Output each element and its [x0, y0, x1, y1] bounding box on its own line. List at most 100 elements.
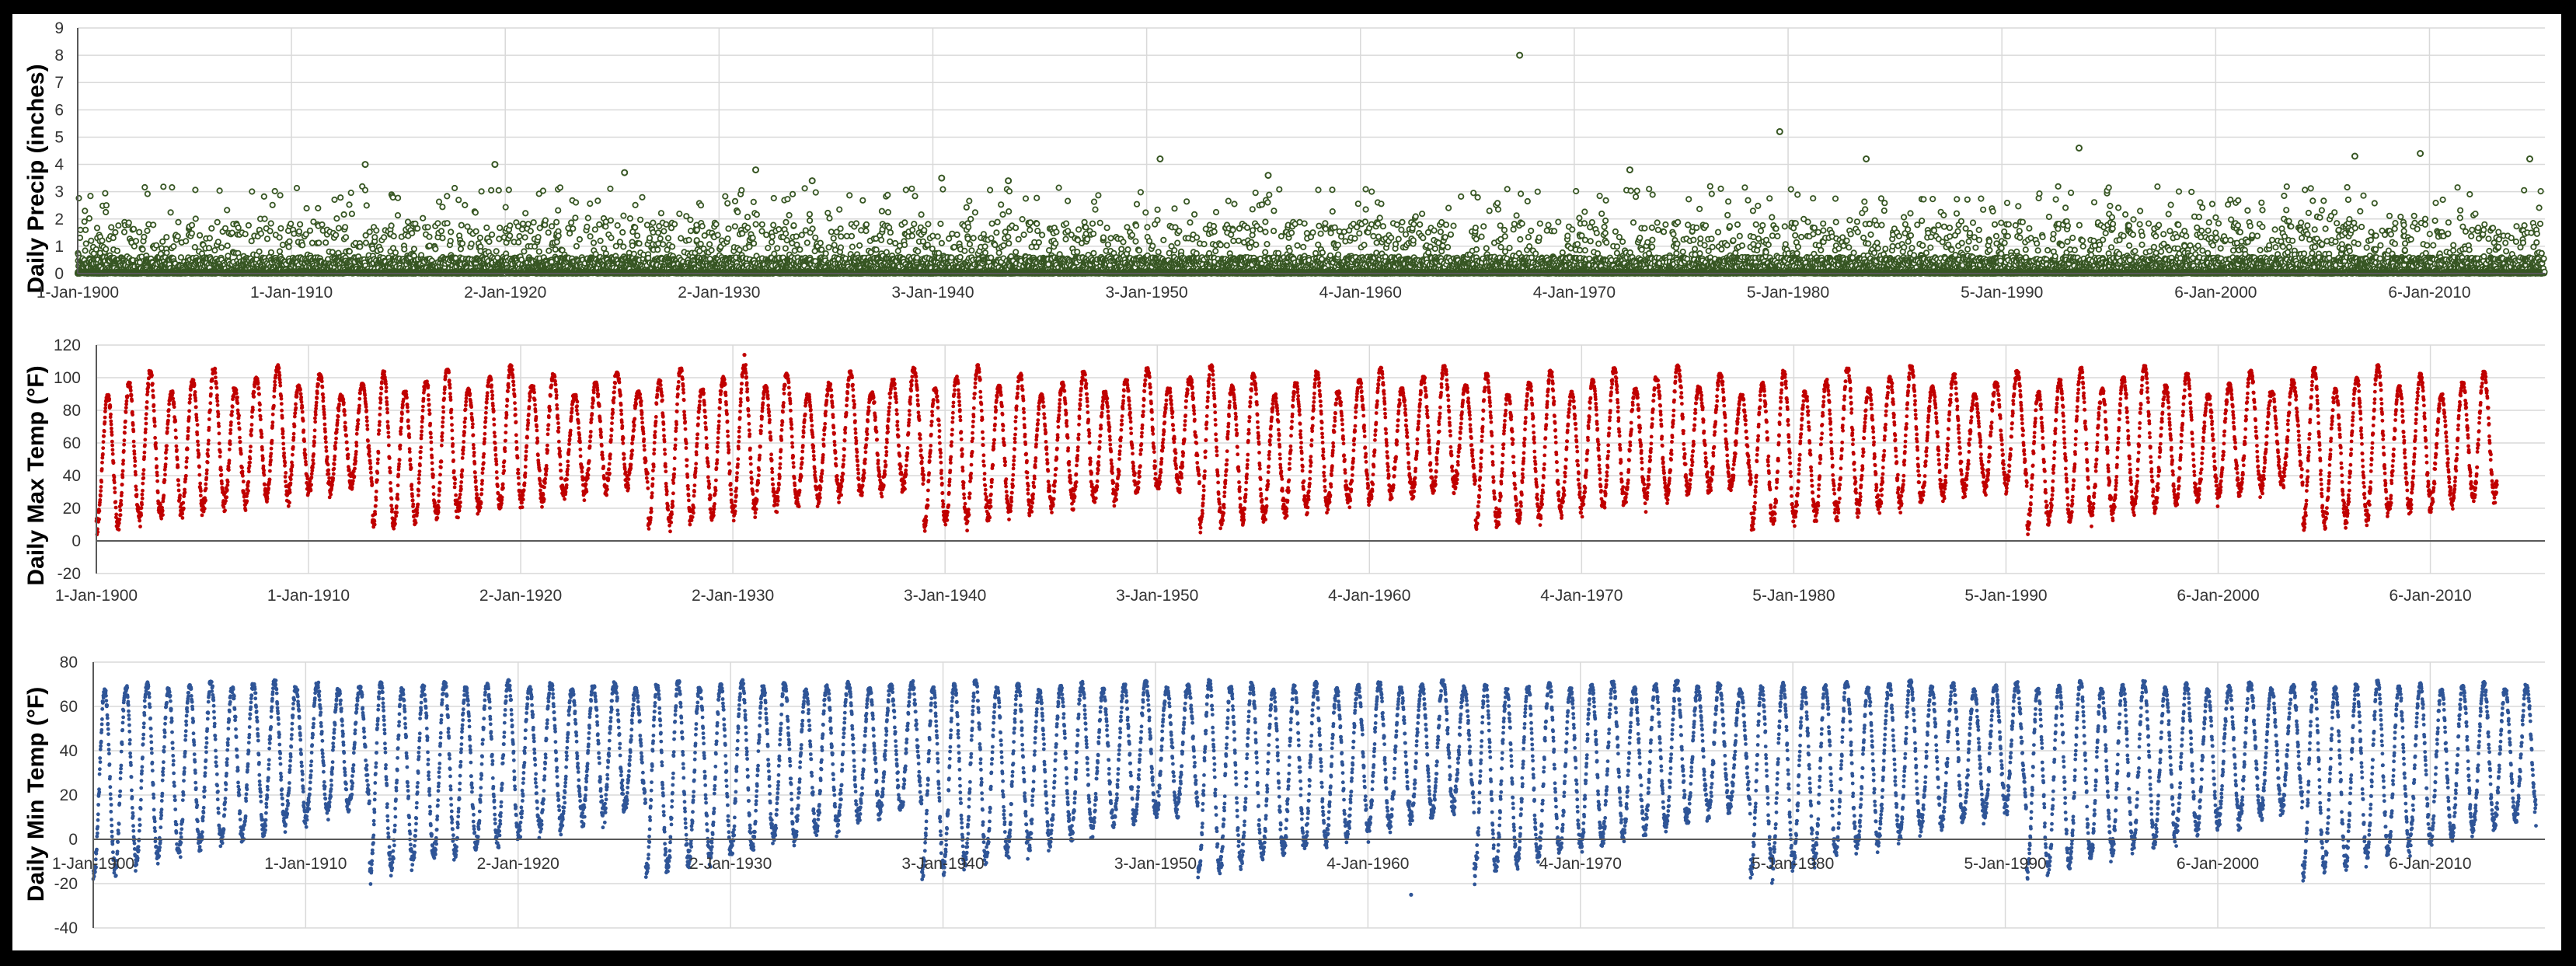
data-point: [82, 208, 87, 213]
data-point: [273, 189, 277, 194]
data-point: [154, 243, 159, 248]
data-point: [212, 248, 217, 253]
data-point: [288, 221, 293, 226]
data-point: [193, 216, 198, 221]
data-point: [372, 235, 377, 239]
data-point: [176, 220, 180, 225]
data-point: [338, 195, 343, 200]
data-point: [190, 223, 194, 228]
data-point: [145, 228, 149, 233]
data-point: [332, 197, 336, 202]
data-point: [113, 230, 117, 235]
data-point: [396, 196, 400, 201]
data-point: [169, 185, 174, 190]
data-point: [330, 249, 335, 254]
data-point: [104, 203, 109, 207]
data-point: [319, 222, 324, 227]
data-point: [190, 231, 194, 235]
data-point: [281, 242, 285, 247]
data-point: [217, 188, 221, 193]
data-point: [249, 239, 254, 243]
data-point: [393, 250, 398, 255]
data-point: [415, 226, 420, 231]
data-point: [378, 247, 383, 252]
data-point: [269, 250, 274, 255]
data-point: [343, 225, 347, 229]
data-point: [142, 185, 147, 190]
data-point: [382, 235, 386, 239]
data-point: [78, 228, 82, 232]
data-point: [336, 225, 341, 230]
data-point: [168, 210, 173, 214]
data-point: [392, 234, 396, 239]
data-point: [343, 235, 348, 239]
data-point: [137, 230, 141, 235]
data-point: [223, 226, 228, 231]
data-point: [269, 221, 274, 225]
data-point: [270, 203, 275, 207]
data-point: [333, 232, 338, 237]
data-point: [116, 223, 120, 228]
data-point: [295, 186, 299, 190]
data-point: [161, 184, 166, 189]
data-point: [287, 239, 291, 244]
data-point: [127, 220, 131, 225]
data-point: [391, 195, 396, 200]
data-point: [193, 187, 197, 192]
data-point: [164, 235, 169, 239]
data-point: [84, 241, 89, 246]
data-point: [132, 244, 137, 249]
data-point: [171, 244, 176, 249]
data-point: [350, 211, 354, 216]
data-point: [262, 194, 267, 199]
data-point: [298, 222, 302, 227]
data-point: [122, 229, 127, 234]
data-point: [207, 235, 212, 240]
data-point: [277, 249, 282, 253]
data-point: [246, 223, 251, 228]
data-point: [140, 247, 145, 252]
data-point: [164, 250, 169, 255]
data-point: [347, 249, 352, 253]
data-point: [410, 231, 414, 235]
data-point: [83, 228, 88, 232]
data-point: [315, 206, 320, 211]
data-point: [364, 240, 368, 245]
data-point: [267, 228, 272, 233]
data-point: [225, 243, 230, 248]
data-point: [209, 226, 214, 231]
data-point: [88, 194, 92, 198]
data-point: [183, 239, 188, 243]
data-point: [265, 236, 270, 241]
data-point: [99, 239, 104, 243]
data-point: [347, 202, 351, 207]
data-point: [109, 225, 113, 229]
data-point: [256, 249, 261, 254]
data-point: [219, 245, 224, 249]
data-point: [420, 216, 425, 221]
data-point: [243, 232, 248, 236]
data-point: [82, 219, 87, 224]
data-point: [103, 191, 107, 196]
data-point: [406, 219, 410, 224]
data-point: [207, 246, 211, 250]
data-point: [277, 193, 282, 197]
data-point: [103, 246, 108, 251]
charts-svg: Daily Precip (inches) 01234567891-Jan-19…: [0, 0, 2576, 966]
data-point: [215, 220, 220, 225]
data-point: [297, 229, 302, 234]
data-point: [277, 235, 282, 239]
data-point: [95, 225, 99, 230]
data-point: [341, 212, 346, 217]
data-point: [402, 247, 406, 252]
data-point: [304, 206, 308, 211]
data-point: [225, 207, 229, 212]
data-point: [389, 223, 393, 228]
data-point: [412, 246, 417, 251]
data-point: [225, 253, 230, 258]
data-point: [262, 216, 267, 221]
chart-frame: Daily Precip (inches) 0 1 2 3 4 5 6 7 8 9 1-Jan-19…: [0, 0, 2576, 966]
data-point: [259, 231, 263, 235]
data-point: [357, 244, 362, 249]
data-point: [300, 242, 305, 247]
